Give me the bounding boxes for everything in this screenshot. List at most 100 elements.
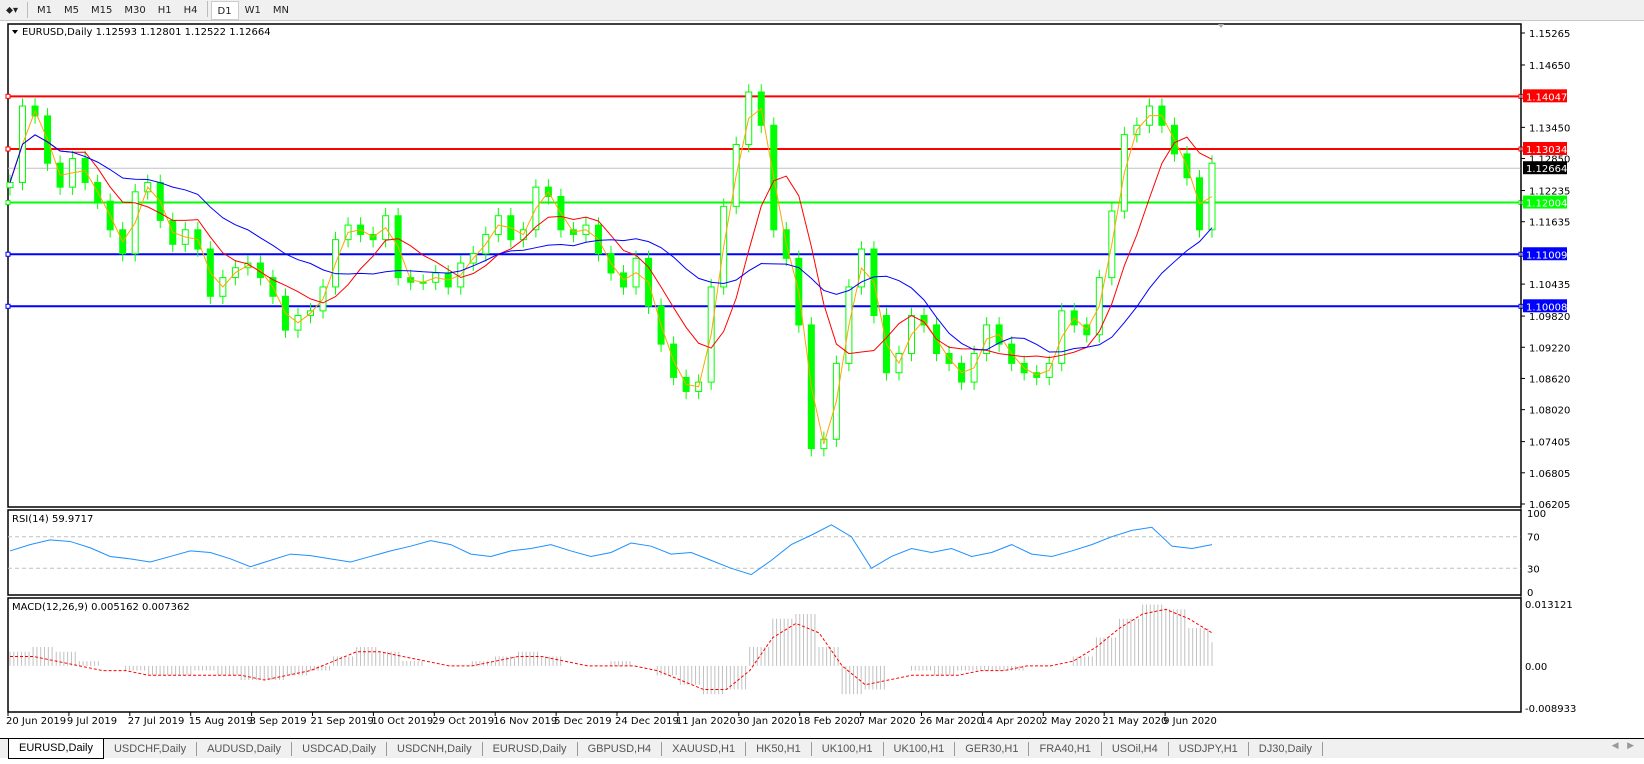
date-tick-label: 26 Mar 2020 bbox=[920, 716, 983, 727]
date-tick-label: 29 Oct 2019 bbox=[432, 716, 494, 727]
chart-tab[interactable]: USDCHF,Daily bbox=[104, 741, 198, 756]
chart-tab[interactable]: XAUUSD,H1 bbox=[662, 741, 747, 756]
date-tick-label: 9 Jul 2019 bbox=[67, 716, 117, 727]
date-tick-label: 16 Nov 2019 bbox=[493, 716, 557, 727]
toolbar-divider bbox=[206, 0, 208, 17]
chart-tab[interactable]: EURUSD,Daily bbox=[483, 741, 578, 756]
macd-tick-label: -0.008933 bbox=[1525, 704, 1576, 715]
chart-tabs: EURUSD,Daily USDCHF,Daily AUDUSD,Daily USDC… bbox=[0, 738, 1644, 759]
price-tick-label: 1.08020 bbox=[1529, 406, 1570, 417]
macd-tick-label: 0.013121 bbox=[1525, 600, 1573, 611]
current-price-label: 1.12664 bbox=[1526, 164, 1567, 175]
medium-moving-average-line bbox=[9, 134, 1213, 359]
date-tick-label: 14 Apr 2020 bbox=[980, 716, 1042, 727]
timeframe-h4[interactable]: H4 bbox=[183, 4, 198, 16]
timeframe-mn[interactable]: MN bbox=[272, 4, 289, 16]
timeframe-m30[interactable]: M30 bbox=[124, 4, 146, 16]
level-anchor bbox=[5, 200, 11, 206]
date-tick-label: 24 Dec 2019 bbox=[615, 716, 679, 727]
chart-tab[interactable]: HK50,H1 bbox=[746, 741, 812, 756]
timeframe-h1[interactable]: H1 bbox=[157, 4, 172, 16]
level-anchor bbox=[5, 93, 11, 99]
date-tick-label: 9 Jun 2020 bbox=[1163, 716, 1217, 727]
timeframe-m1[interactable]: M1 bbox=[37, 4, 53, 16]
timeframe-d1[interactable]: D1 bbox=[210, 0, 239, 20]
level-price-badge bbox=[1523, 247, 1567, 261]
price-tick-label: 1.12850 bbox=[1529, 155, 1570, 166]
level-price-badge bbox=[1523, 195, 1567, 209]
bullish-candle bbox=[6, 181, 14, 189]
chart-tools-dropdown[interactable]: ⬥▾ bbox=[6, 4, 19, 16]
fast-moving-average-line bbox=[9, 107, 1213, 445]
price-tick-label: 1.06205 bbox=[1529, 500, 1570, 511]
price-tick-label: 1.06805 bbox=[1529, 469, 1570, 480]
rsi-tick-label: 100 bbox=[1527, 509, 1546, 520]
timeframe-m15[interactable]: M15 bbox=[91, 4, 113, 16]
chart-tab[interactable]: EURUSD,Daily bbox=[8, 738, 104, 759]
chart-tab[interactable]: AUDUSD,Daily bbox=[197, 741, 293, 756]
slow-moving-average-line bbox=[9, 134, 1213, 353]
level-price-label: 1.12004 bbox=[1526, 199, 1567, 210]
chart-tab[interactable]: UK100,H1 bbox=[884, 741, 956, 756]
date-tick-label: 10 Oct 2019 bbox=[371, 716, 433, 727]
chart-shift-marker-icon bbox=[1218, 24, 1224, 28]
timeframe-w1[interactable]: W1 bbox=[244, 4, 261, 16]
price-tick-label: 1.09220 bbox=[1529, 343, 1570, 354]
date-tick-label: 20 Jun 2019 bbox=[6, 716, 66, 727]
date-tick-label: 27 Jul 2019 bbox=[128, 716, 185, 727]
macd-header: MACD(12,26,9) 0.005162 0.007362 bbox=[12, 602, 190, 613]
chart-area[interactable]: 1.15265 1.14650 1.13450 1.12850 1.12235 1.116… bbox=[0, 21, 1644, 738]
chart-tab[interactable]: USDJPY,H1 bbox=[1169, 741, 1249, 756]
rsi-tick-label: 0 bbox=[1527, 588, 1533, 599]
level-anchor bbox=[5, 146, 11, 152]
level-price-label: 1.14047 bbox=[1526, 92, 1567, 103]
rsi-header: RSI(14) 59.9717 bbox=[12, 514, 93, 525]
level-price-badge bbox=[1523, 89, 1567, 103]
date-tick-label: 5 Dec 2019 bbox=[554, 716, 612, 727]
price-tick-label: 1.09820 bbox=[1529, 312, 1570, 323]
rsi-panel bbox=[7, 509, 1522, 596]
timeframe-toolbar: ⬥▾ M1 M5 M15 M30 H1 H4 D1 W1 MN bbox=[0, 0, 1644, 21]
timeframe-m5[interactable]: M5 bbox=[64, 4, 80, 16]
rsi-tick-label: 70 bbox=[1527, 533, 1540, 544]
price-tick-label: 1.12235 bbox=[1529, 187, 1570, 198]
price-tick-label: 1.10435 bbox=[1529, 280, 1570, 291]
price-tick-label: 1.08620 bbox=[1529, 374, 1570, 385]
date-tick-label: 15 Aug 2019 bbox=[189, 716, 253, 727]
macd-tick-label: 0.00 bbox=[1525, 662, 1547, 673]
date-tick-label: 30 Jan 2020 bbox=[737, 716, 797, 727]
chart-tab[interactable]: UK100,H1 bbox=[812, 741, 884, 756]
date-tick-label: 21 Sep 2019 bbox=[311, 716, 374, 727]
tab-scroll-arrows[interactable]: ◀ ▶ bbox=[1611, 741, 1634, 751]
level-anchor bbox=[5, 303, 11, 309]
price-tick-label: 1.07405 bbox=[1529, 438, 1570, 449]
level-price-label: 1.11009 bbox=[1526, 250, 1567, 261]
chart-header: EURUSD,Daily 1.12593 1.12801 1.12522 1.1… bbox=[22, 27, 271, 38]
chart-tab[interactable]: GER30,H1 bbox=[955, 741, 1030, 756]
collapse-triangle-icon bbox=[12, 30, 18, 34]
price-tick-label: 1.11635 bbox=[1529, 218, 1570, 229]
date-tick-label: 18 Feb 2020 bbox=[798, 716, 860, 727]
date-tick-label: 2 May 2020 bbox=[1041, 716, 1100, 727]
rsi-line bbox=[9, 524, 1213, 576]
chart-tab[interactable]: USOil,H4 bbox=[1102, 741, 1169, 756]
level-price-badge bbox=[1523, 141, 1567, 155]
date-tick-label: 11 Jan 2020 bbox=[676, 716, 736, 727]
level-price-label: 1.13034 bbox=[1526, 145, 1567, 156]
toolbar-divider bbox=[27, 2, 29, 18]
date-tick-label: 3 Sep 2019 bbox=[250, 716, 307, 727]
chart-tab[interactable]: USDCAD,Daily bbox=[292, 741, 388, 756]
price-tick-label: 1.15265 bbox=[1529, 29, 1570, 40]
date-tick-label: 7 Mar 2020 bbox=[859, 716, 916, 727]
level-anchor bbox=[5, 251, 11, 257]
rsi-tick-label: 30 bbox=[1527, 564, 1540, 575]
chart-tab[interactable]: USDCNH,Daily bbox=[387, 741, 483, 756]
level-price-label: 1.10008 bbox=[1526, 302, 1567, 313]
price-tick-label: 1.14650 bbox=[1529, 61, 1570, 72]
chart-tab[interactable]: DJ30,Daily bbox=[1249, 741, 1323, 756]
date-tick-label: 21 May 2020 bbox=[1102, 716, 1167, 727]
chart-tab[interactable]: GBPUSD,H4 bbox=[578, 741, 663, 756]
current-price-badge bbox=[1523, 161, 1567, 175]
chart-tab[interactable]: FRA40,H1 bbox=[1029, 741, 1102, 756]
price-tick-label: 1.13450 bbox=[1529, 123, 1570, 134]
